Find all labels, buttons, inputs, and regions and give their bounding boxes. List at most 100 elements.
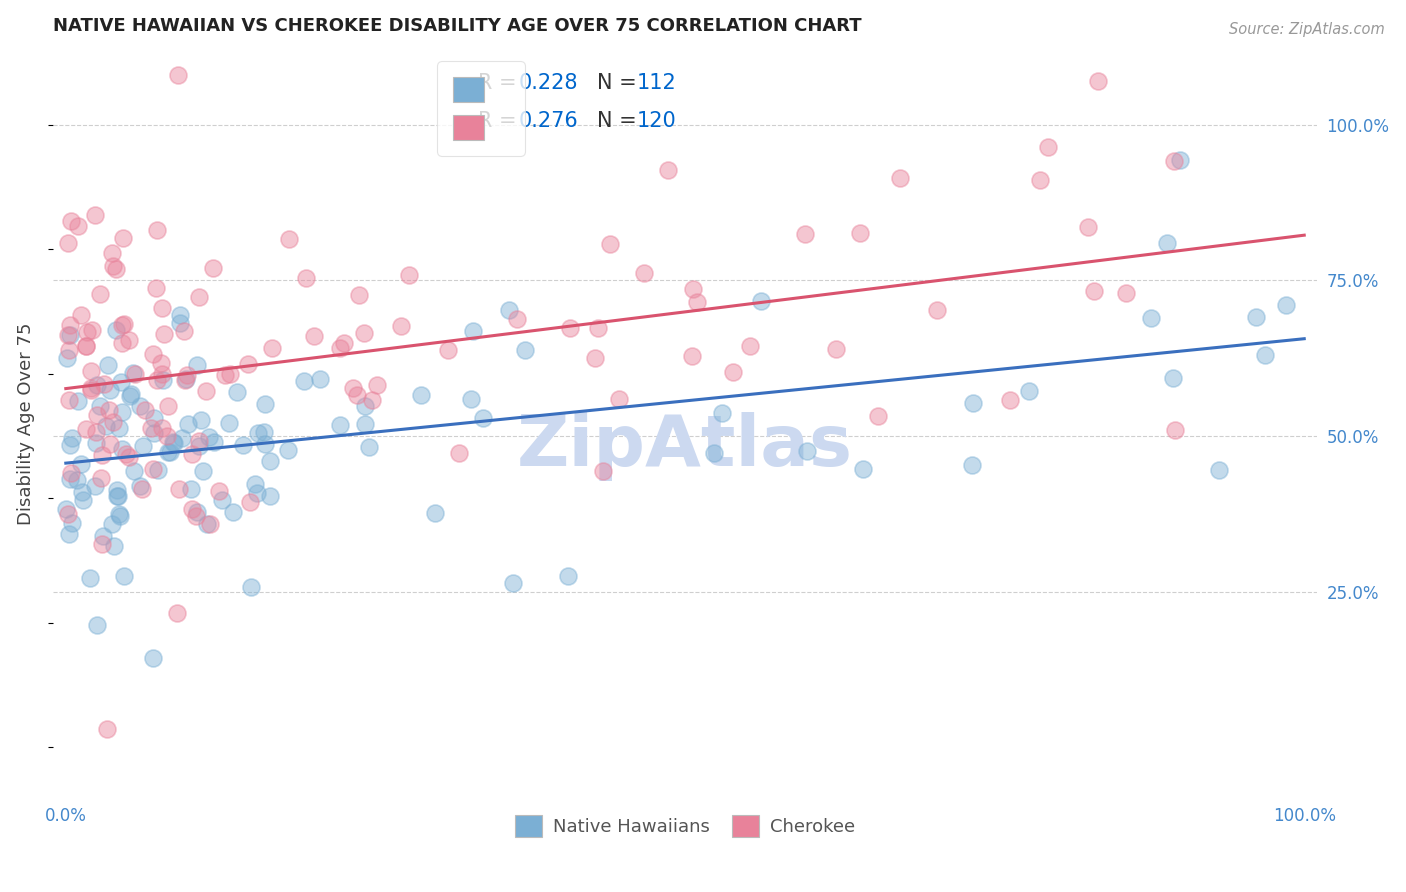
Point xyxy=(366,378,388,392)
Point xyxy=(193,464,215,478)
Point xyxy=(110,318,132,333)
Point xyxy=(1246,310,1268,324)
Point xyxy=(292,374,315,388)
Point xyxy=(447,446,470,460)
Point xyxy=(398,268,420,283)
Point xyxy=(195,384,218,399)
Point xyxy=(111,231,134,245)
Point xyxy=(148,463,170,477)
Y-axis label: Disability Age Over 75: Disability Age Over 75 xyxy=(17,322,35,524)
Point xyxy=(246,485,269,500)
Point xyxy=(259,489,281,503)
Point xyxy=(83,479,105,493)
Point xyxy=(236,357,259,371)
Point xyxy=(513,343,536,358)
Point xyxy=(111,405,134,419)
Point xyxy=(222,505,245,519)
Point xyxy=(59,318,82,333)
Point xyxy=(97,403,120,417)
Point xyxy=(181,501,204,516)
Point xyxy=(156,399,179,413)
Point xyxy=(105,489,128,503)
Point xyxy=(103,259,125,273)
Point xyxy=(90,471,112,485)
Point xyxy=(86,618,108,632)
Point xyxy=(195,517,218,532)
Point xyxy=(751,293,773,308)
Point xyxy=(94,418,117,433)
Point xyxy=(60,466,83,480)
Point xyxy=(105,483,128,498)
Point xyxy=(56,508,79,522)
Point xyxy=(304,328,326,343)
Point xyxy=(463,324,485,338)
Point xyxy=(333,335,356,350)
Point xyxy=(142,425,165,440)
Point xyxy=(1083,285,1105,299)
Point xyxy=(1163,154,1185,169)
Point xyxy=(117,450,139,465)
Point xyxy=(112,318,135,332)
Point xyxy=(111,442,134,457)
Point xyxy=(1036,140,1059,154)
Point xyxy=(927,303,949,318)
Point xyxy=(277,232,299,246)
Point xyxy=(824,342,846,356)
Point xyxy=(100,245,122,260)
Point xyxy=(104,261,127,276)
Point xyxy=(1029,173,1052,187)
Point xyxy=(633,267,655,281)
Point xyxy=(103,540,125,554)
Point xyxy=(97,358,120,372)
Point xyxy=(60,516,83,530)
Point xyxy=(349,287,371,301)
Point xyxy=(142,462,165,476)
Point xyxy=(472,410,495,425)
Point xyxy=(247,426,270,441)
Point xyxy=(60,430,83,444)
Point xyxy=(498,303,520,318)
Point xyxy=(142,651,165,665)
Point xyxy=(153,326,176,341)
Point xyxy=(84,436,107,450)
Point xyxy=(111,336,134,351)
Point xyxy=(998,392,1021,407)
Point xyxy=(201,260,224,275)
Point xyxy=(176,417,198,432)
Point xyxy=(152,374,174,388)
Point xyxy=(91,529,114,543)
Point xyxy=(162,435,184,450)
Point xyxy=(180,447,202,461)
Point xyxy=(686,295,709,310)
Text: N =: N = xyxy=(596,112,643,131)
Point xyxy=(962,395,984,409)
Point xyxy=(159,445,181,459)
Point xyxy=(960,458,983,473)
Point xyxy=(58,438,80,452)
Point xyxy=(1115,286,1137,301)
Point xyxy=(98,383,121,397)
Point xyxy=(226,384,249,399)
Point xyxy=(1156,235,1178,250)
Point xyxy=(80,364,103,378)
Point xyxy=(84,208,107,222)
Point xyxy=(253,425,276,440)
Point xyxy=(60,214,83,228)
Point xyxy=(682,282,704,296)
Point xyxy=(59,472,82,486)
Point xyxy=(1140,311,1163,326)
Point xyxy=(346,388,368,402)
Point xyxy=(150,367,173,381)
Point xyxy=(360,392,382,407)
Point xyxy=(101,415,124,429)
Point xyxy=(1018,384,1040,398)
Point xyxy=(308,371,330,385)
Text: R =: R = xyxy=(478,112,523,131)
Point xyxy=(353,326,375,340)
Point xyxy=(239,580,262,594)
Point xyxy=(889,170,911,185)
Point xyxy=(132,440,155,454)
Point xyxy=(852,462,875,476)
Point xyxy=(108,421,131,435)
Point xyxy=(329,341,352,355)
